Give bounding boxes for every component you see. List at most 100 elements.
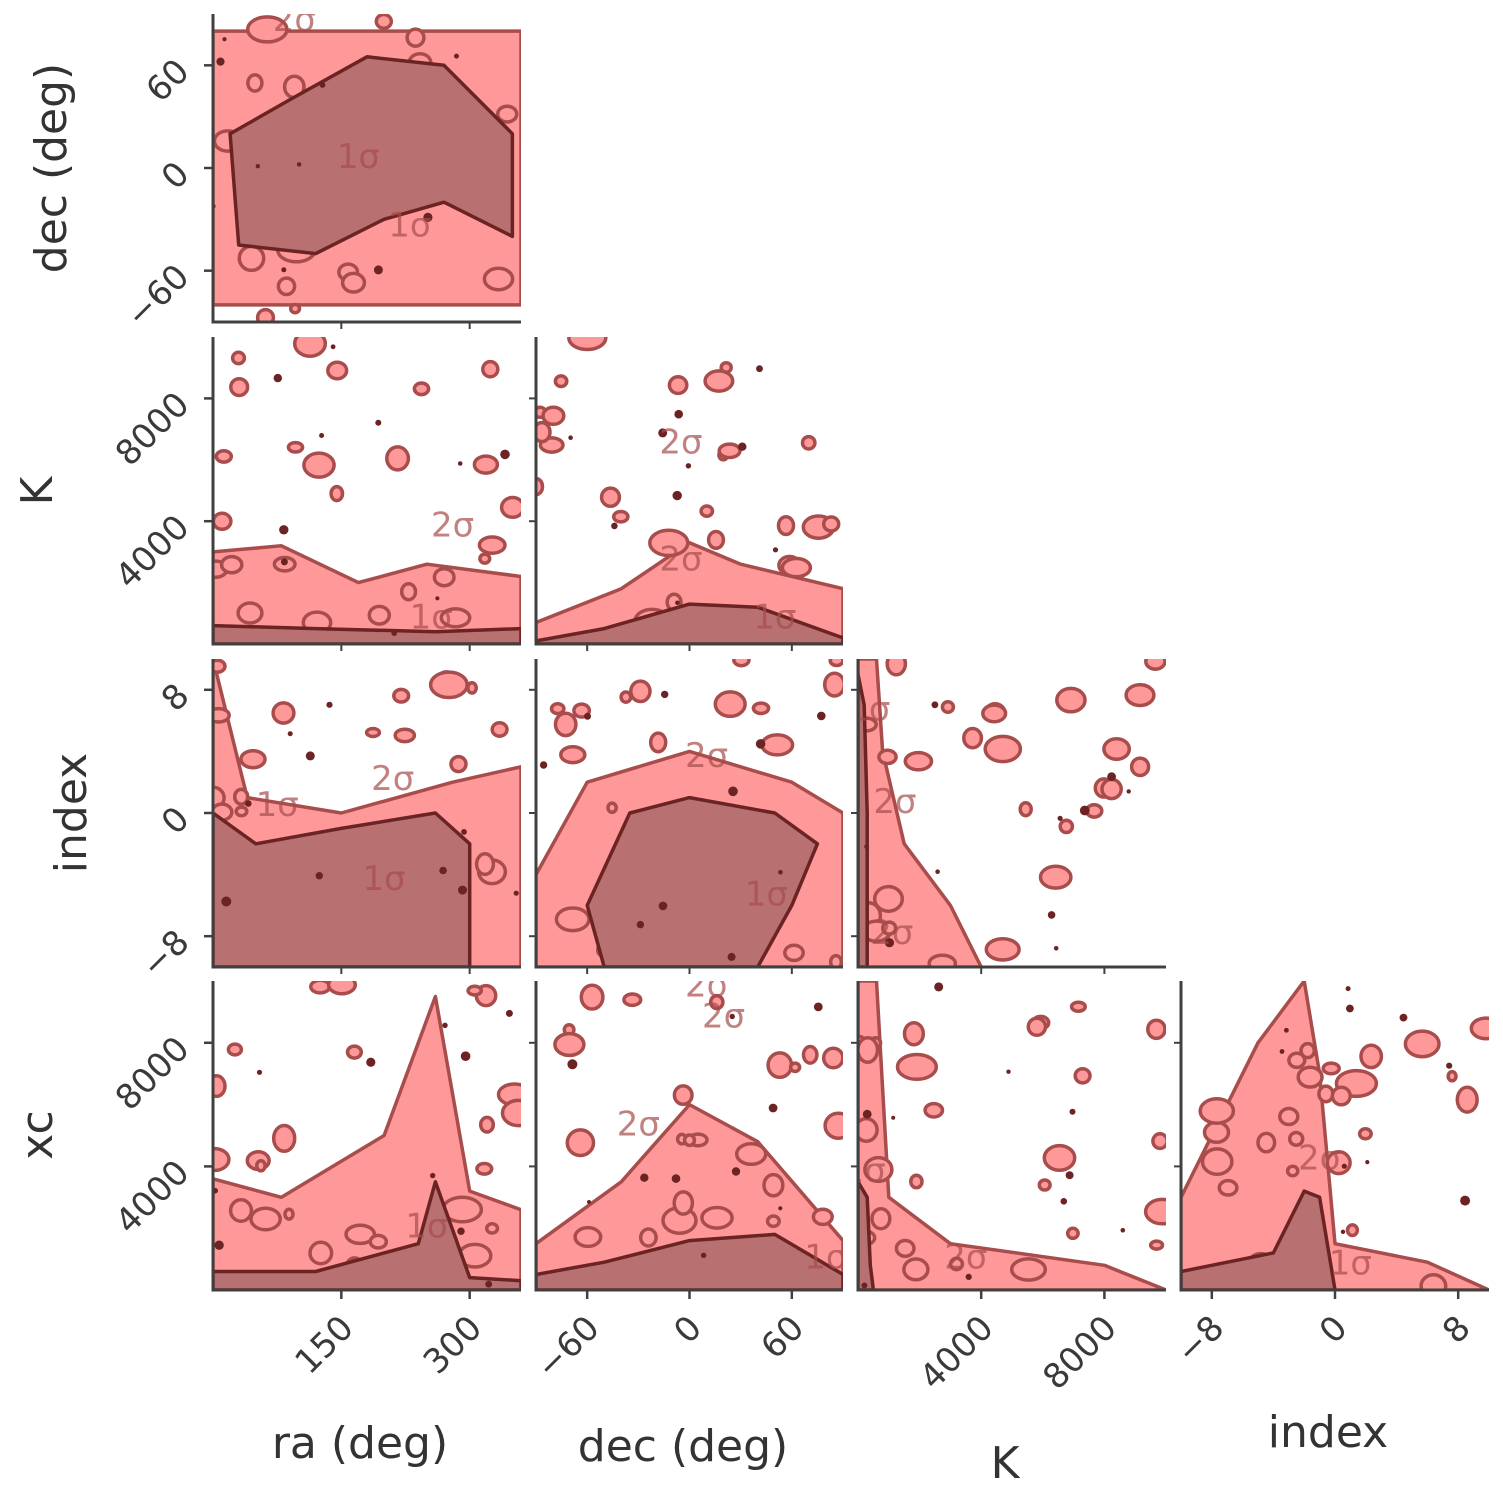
contour-speck: [891, 1115, 896, 1120]
contour-island: [877, 748, 898, 766]
contour-island: [811, 1207, 834, 1227]
contour-island: [870, 1206, 892, 1231]
sigma-label: 2σ: [944, 1237, 987, 1277]
contour-island: [1100, 777, 1123, 801]
contour-speck: [658, 428, 668, 438]
y-axis-label: index: [46, 753, 97, 873]
sigma-label: 2σ: [273, 0, 316, 40]
contour-island: [478, 552, 492, 565]
contour-speck: [245, 800, 252, 807]
y-tick-label: 0: [154, 154, 198, 198]
contour-speck: [1460, 1195, 1471, 1206]
y-tick-label: 60: [138, 51, 197, 110]
contour-speck: [457, 461, 463, 466]
contour-speck: [1126, 789, 1131, 794]
contour-island: [326, 981, 358, 996]
panel-1-1: 2σ 2σ 1σ: [536, 337, 843, 644]
contour-island: [213, 1146, 231, 1173]
contour-island: [1200, 1147, 1234, 1177]
contour-speck: [884, 938, 895, 948]
contour-island: [706, 529, 726, 551]
contour-speck: [319, 433, 325, 438]
y-tick-label: 4000: [108, 1152, 197, 1241]
contour-island: [230, 350, 247, 366]
contour-speck: [861, 1282, 868, 1289]
contour-island: [1455, 1085, 1479, 1114]
contour-island: [1151, 1132, 1166, 1151]
contour-speck: [1053, 946, 1059, 951]
contour-island: [1217, 1178, 1239, 1197]
sigma-label: 2σ: [685, 736, 728, 776]
contour-island: [1278, 1106, 1300, 1127]
contour-island: [549, 702, 566, 716]
contour-island: [823, 1111, 843, 1140]
contour-island: [1144, 659, 1166, 671]
contour-island: [1330, 1085, 1352, 1107]
x-tick-label: 8000: [1035, 1308, 1124, 1397]
contour-speck: [756, 365, 763, 373]
contour-island: [246, 73, 264, 93]
contour-island: [226, 1042, 244, 1057]
contour-island: [1299, 1041, 1317, 1060]
contour-island: [1321, 1061, 1341, 1076]
contour-island: [902, 1257, 930, 1282]
panel-3-3: 2σ 1σ: [1181, 981, 1489, 1290]
contour-island: [283, 1207, 295, 1221]
contour-island: [1469, 1016, 1489, 1041]
contour-island: [1296, 1065, 1324, 1089]
contour-island: [385, 445, 411, 472]
contour-island: [229, 376, 250, 398]
contour-speck: [423, 212, 433, 222]
contour-speck: [1279, 1049, 1285, 1054]
contour-island: [717, 442, 742, 460]
contour-island: [340, 271, 367, 294]
contour-speck: [296, 162, 302, 167]
contour-island: [432, 566, 456, 588]
one-sigma-region: [858, 672, 869, 967]
contour-island: [255, 307, 276, 322]
contour-island: [554, 906, 591, 933]
sigma-label: 1σ: [388, 205, 431, 245]
contour-island: [638, 1227, 658, 1248]
contour-speck: [287, 731, 293, 737]
contour-speck: [1345, 986, 1351, 992]
contour-island: [801, 1044, 819, 1065]
contour-speck: [222, 37, 227, 42]
contour-speck: [375, 419, 382, 426]
sigma-label: 1σ: [256, 785, 299, 825]
one-sigma-region: [228, 55, 515, 256]
contour-island: [1055, 686, 1087, 714]
contour-island: [672, 1190, 695, 1216]
contour-speck: [391, 630, 398, 636]
contour-speck: [640, 1173, 649, 1182]
y-tick-label: 8000: [108, 1029, 197, 1118]
contour-island: [903, 750, 934, 772]
sigma-label: 2σ: [1298, 1139, 1341, 1179]
contour-island: [368, 1233, 389, 1250]
contour-speck: [1341, 1163, 1347, 1169]
contour-speck: [281, 267, 287, 273]
contour-island: [682, 1133, 697, 1148]
contour-speck: [636, 920, 645, 929]
panel-2-2: 1σ 2σ 2σ: [858, 659, 1166, 967]
x-tick-label: 4000: [912, 1308, 1001, 1397]
panel-0-2: 2σ 1σ 1σ: [213, 659, 521, 967]
contour-island: [1026, 1016, 1048, 1038]
x-axis-label: K: [991, 1438, 1021, 1489]
sigma-label: 2σ: [371, 759, 414, 799]
contour-island: [1038, 864, 1073, 890]
one-sigma-region: [536, 1232, 843, 1290]
contour-speck: [1284, 1027, 1289, 1033]
contour-island: [213, 659, 227, 674]
y-tick-label: 8: [154, 676, 198, 720]
contour-speck: [727, 952, 736, 961]
contour-island: [703, 369, 735, 393]
contour-island: [329, 484, 345, 503]
contour-island: [821, 1046, 843, 1070]
contour-speck: [731, 1167, 741, 1176]
contour-speck: [214, 1240, 224, 1250]
contour-island: [828, 953, 843, 967]
contour-island: [482, 266, 515, 292]
contour-island: [629, 679, 652, 704]
contour-island: [288, 302, 302, 315]
